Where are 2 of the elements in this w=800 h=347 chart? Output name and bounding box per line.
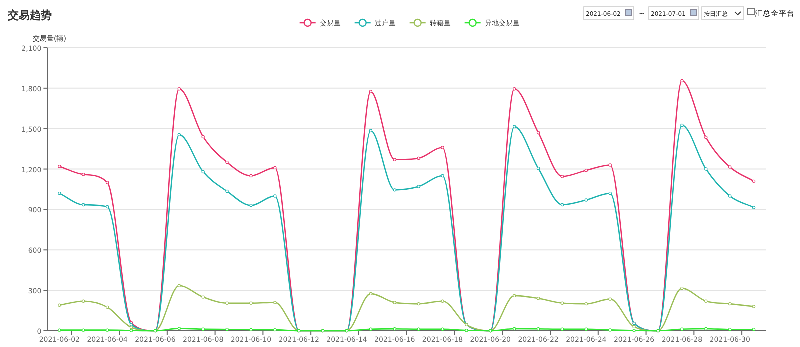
- chart-title: 交易趋势: [7, 9, 52, 22]
- line-series: [58, 79, 756, 333]
